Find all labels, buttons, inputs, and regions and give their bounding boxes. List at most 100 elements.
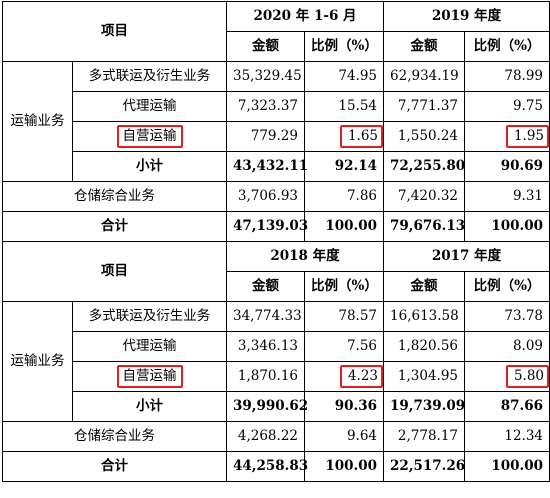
header-row-periods: 项目 2018 年度 2017 年度 <box>2 241 550 302</box>
cell-value: 1,870.16 <box>226 361 305 392</box>
cell-value: 62,934.19 <box>383 61 466 92</box>
highlight-box: 自营运输 <box>116 124 183 149</box>
subtotal-row: 小计 43,432.11 92.14 72,255.80 90.69 <box>3 151 550 182</box>
cell-value-highlighted: 5.80 <box>464 361 550 392</box>
highlight-box: 1.65 <box>339 124 384 149</box>
cell-value: 47,139.03 <box>226 211 308 242</box>
cell-value: 9.75 <box>464 91 550 122</box>
cell-value: 100.00 <box>464 211 550 242</box>
cell-value: 73.78 <box>464 301 550 332</box>
highlight-box: 5.80 <box>505 364 550 389</box>
cell-value: 15.54 <box>303 91 385 122</box>
header-row-columns: 金额 比例（%） 金额 比例（%） <box>3 31 550 62</box>
row-label: 多式联运及衍生业务 <box>72 301 227 332</box>
header-item-label: 项目 <box>2 241 227 302</box>
cell-value: 12.34 <box>464 421 550 452</box>
total-row: 合计 47,139.03 100.00 79,676.13 100.00 <box>2 211 550 242</box>
cell-value: 3,346.13 <box>226 331 305 362</box>
table-row: 代理运输 3,346.13 7.56 1,820.56 8.09 <box>3 331 550 362</box>
group-label-transport: 运输业务 <box>2 301 73 422</box>
highlight-box: 自营运输 <box>116 364 183 389</box>
cell-value: 90.69 <box>464 151 550 182</box>
cell-value: 43,432.11 <box>226 151 308 182</box>
subtotal-label: 小计 <box>72 391 227 422</box>
cell-value: 100.00 <box>464 451 550 482</box>
subtotal-row: 小计 39,990.62 90.36 19,739.09 87.66 <box>3 391 550 422</box>
cell-value: 7,323.37 <box>226 91 305 122</box>
cell-value: 78.99 <box>464 61 550 92</box>
cell-value: 7.56 <box>303 331 385 362</box>
row-label: 代理运输 <box>72 331 227 362</box>
warehouse-row: 仓储综合业务 4,268.22 9.64 2,778.17 12.34 <box>2 421 550 452</box>
cell-value: 39,990.62 <box>226 391 308 422</box>
subtotal-label: 小计 <box>72 151 227 182</box>
cell-value: 2,778.17 <box>383 421 466 452</box>
period-header: 2017 年度 <box>383 241 550 272</box>
cell-value: 78.57 <box>303 301 385 332</box>
amount-column-header: 金额 <box>226 31 305 62</box>
header-row-columns: 金额 比例（%） 金额 比例（%） <box>3 271 550 302</box>
group-label-transport: 运输业务 <box>2 61 73 182</box>
revenue-breakdown-table: 项目 2020 年 1-6 月 2019 年度 金额 比例（%） 金额 比例（%… <box>2 1 550 482</box>
ratio-column-header: 比例（%） <box>464 271 550 302</box>
period-header: 2019 年度 <box>383 1 550 32</box>
amount-column-header: 金额 <box>226 271 305 302</box>
cell-value: 87.66 <box>464 391 550 422</box>
table-row: 自营运输 779.29 1.65 1,550.24 1.95 <box>3 121 550 152</box>
table-row: 代理运输 7,323.37 15.54 7,771.37 9.75 <box>3 91 550 122</box>
total-row: 合计 44,258.83 100.00 22,517.26 100.00 <box>2 451 550 482</box>
header-row-periods: 项目 2020 年 1-6 月 2019 年度 <box>2 1 550 62</box>
header-item-label: 项目 <box>2 1 227 62</box>
cell-value: 74.95 <box>303 61 385 92</box>
cell-value: 9.31 <box>464 181 550 212</box>
cell-value: 90.36 <box>303 391 385 422</box>
warehouse-row: 仓储综合业务 3,706.93 7.86 7,420.32 9.31 <box>2 181 550 212</box>
total-label: 合计 <box>2 211 227 242</box>
cell-value: 44,258.83 <box>226 451 308 482</box>
cell-value: 8.09 <box>464 331 550 362</box>
cell-value: 16,613.58 <box>383 301 466 332</box>
cell-value: 4,268.22 <box>226 421 305 452</box>
cell-value: 35,329.45 <box>226 61 305 92</box>
cell-value: 7,420.32 <box>383 181 466 212</box>
cell-value: 100.00 <box>303 451 385 482</box>
ratio-column-header: 比例（%） <box>464 31 550 62</box>
cell-value-highlighted: 4.23 <box>303 361 385 392</box>
cell-value-highlighted: 1.95 <box>464 121 550 152</box>
financial-table-container: 项目 2020 年 1-6 月 2019 年度 金额 比例（%） 金额 比例（%… <box>2 1 550 482</box>
highlight-box: 4.23 <box>339 364 384 389</box>
highlight-box: 1.95 <box>505 124 550 149</box>
cell-value: 22,517.26 <box>383 451 465 482</box>
cell-value: 79,676.13 <box>383 211 465 242</box>
row-label-highlighted: 自营运输 <box>72 121 227 152</box>
cell-value: 1,820.56 <box>383 331 466 362</box>
cell-value: 100.00 <box>303 211 385 242</box>
cell-value: 34,774.33 <box>226 301 305 332</box>
row-label-highlighted: 自营运输 <box>72 361 227 392</box>
cell-value: 1,550.24 <box>383 121 466 152</box>
cell-value: 72,255.80 <box>383 151 465 182</box>
cell-value: 1,304.95 <box>383 361 466 392</box>
cell-value: 92.14 <box>303 151 385 182</box>
cell-value: 7,771.37 <box>383 91 466 122</box>
cell-value-highlighted: 1.65 <box>303 121 385 152</box>
row-label: 代理运输 <box>72 91 227 122</box>
cell-value: 9.64 <box>303 421 385 452</box>
amount-column-header: 金额 <box>383 31 466 62</box>
ratio-column-header: 比例（%） <box>303 271 385 302</box>
period-header: 2020 年 1-6 月 <box>225 1 385 32</box>
amount-column-header: 金额 <box>383 271 466 302</box>
warehouse-label: 仓储综合业务 <box>2 181 227 212</box>
row-label: 多式联运及衍生业务 <box>72 61 227 92</box>
table-row: 运输业务 多式联运及衍生业务 34,774.33 78.57 16,613.58… <box>2 301 550 422</box>
table-row: 运输业务 多式联运及衍生业务 35,329.45 74.95 62,934.19… <box>2 61 550 182</box>
cell-value: 7.86 <box>303 181 385 212</box>
cell-value: 779.29 <box>226 121 305 152</box>
ratio-column-header: 比例（%） <box>303 31 385 62</box>
cell-value: 19,739.09 <box>383 391 465 422</box>
cell-value: 3,706.93 <box>226 181 305 212</box>
period-header: 2018 年度 <box>225 241 385 272</box>
total-label: 合计 <box>2 451 227 482</box>
warehouse-label: 仓储综合业务 <box>2 421 227 452</box>
table-row: 自营运输 1,870.16 4.23 1,304.95 5.80 <box>3 361 550 392</box>
